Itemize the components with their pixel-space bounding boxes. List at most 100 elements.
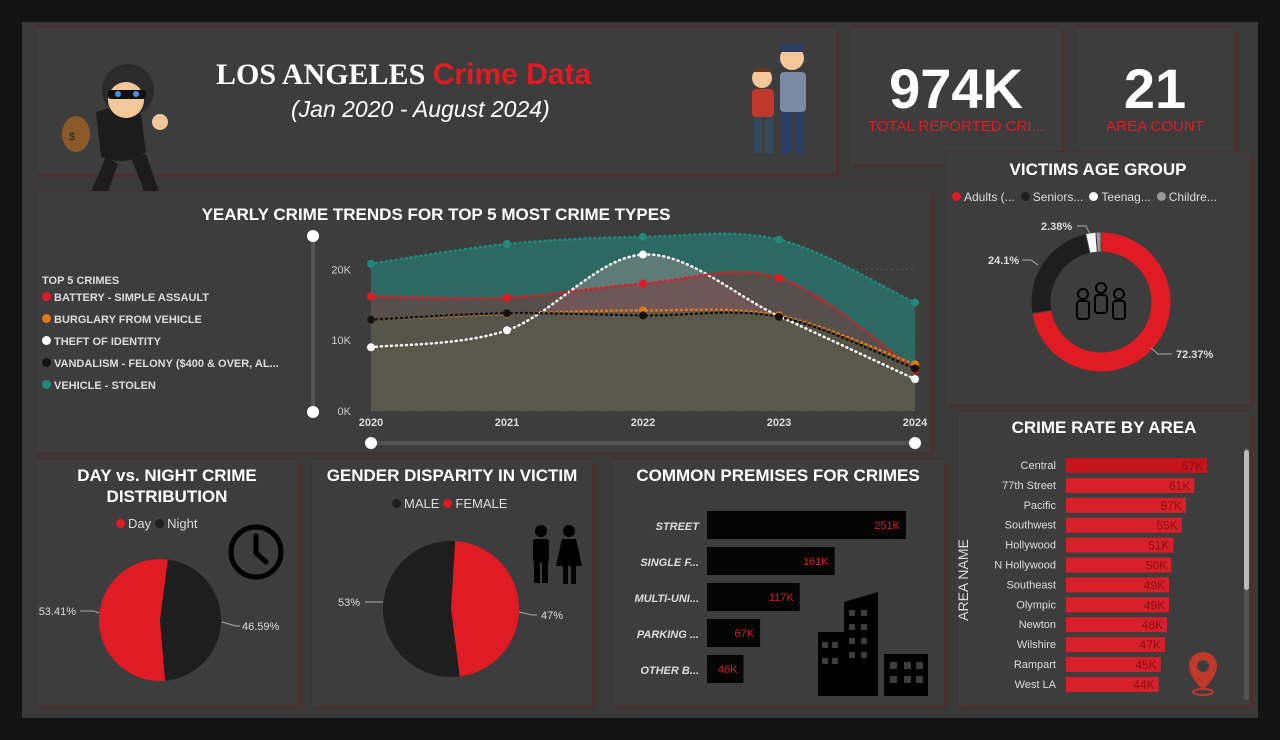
legend-dot-icon xyxy=(42,380,51,389)
legend-dot-icon xyxy=(1089,192,1099,201)
age-legend-item[interactable]: Adults (... xyxy=(952,190,1015,204)
age-legend: Adults (... Seniors... Teenag... Childre... xyxy=(952,190,1223,204)
area-bar-value: 49K xyxy=(1144,578,1165,592)
trend-legend-item[interactable]: VANDALISM - FELONY ($400 & OVER, AL... xyxy=(42,358,279,370)
top5-legend-title: TOP 5 CRIMES xyxy=(42,275,120,287)
legend-dot-icon xyxy=(1020,192,1030,201)
age-legend-item[interactable]: Childre... xyxy=(1156,190,1217,204)
area-category-label: Olympic xyxy=(1016,599,1056,611)
legend-label: VEHICLE - STOLEN xyxy=(54,380,156,392)
vertical-slider-handle-bottom[interactable] xyxy=(307,406,319,418)
premises-category-label: STREET xyxy=(656,521,701,533)
label-leader-line xyxy=(1150,347,1172,355)
area-bar xyxy=(1066,637,1165,653)
area-bar xyxy=(1066,676,1159,692)
premises-bar xyxy=(707,583,800,611)
area-bar xyxy=(1066,458,1207,473)
data-point xyxy=(367,292,375,301)
title-crime-data: Crime Data xyxy=(432,58,592,91)
premises-bar-value: 67K xyxy=(735,628,755,640)
area-category-label: Central xyxy=(1021,460,1056,472)
age-legend-item[interactable]: Seniors... xyxy=(1020,190,1084,204)
y-tick-label: 0K xyxy=(338,406,352,418)
data-point xyxy=(911,364,919,373)
area-category-label: Pacific xyxy=(1024,500,1057,512)
pie-slice xyxy=(451,541,519,677)
slice-label: 53.41% xyxy=(39,606,77,618)
data-point xyxy=(503,239,511,248)
person-body-shape xyxy=(1094,294,1108,314)
area-category-label: Southeast xyxy=(1006,579,1056,591)
y-tick-label: 20K xyxy=(331,264,351,276)
slice-label: 46.59% xyxy=(242,621,280,633)
gender-title: GENDER DISPARITY IN VICTIM xyxy=(326,466,578,485)
gender-legend-item[interactable]: MALE xyxy=(392,496,439,511)
data-point xyxy=(775,312,783,321)
area-bar xyxy=(1066,617,1168,633)
trend-legend-item[interactable]: THEFT OF IDENTITY xyxy=(42,336,279,348)
kpi-total-crimes-card: 974K TOTAL REPORTED CRI... xyxy=(850,28,1062,164)
data-point xyxy=(775,235,783,244)
day-night-title-line2: DISTRIBUTION xyxy=(106,487,228,506)
thief-illustration-icon: $ xyxy=(62,64,168,210)
person-head-shape xyxy=(1113,288,1125,300)
series-line xyxy=(369,270,917,372)
horizontal-slider-handle-left[interactable] xyxy=(365,437,377,449)
person-head-shape xyxy=(1077,288,1089,300)
kpi-area-count-label: AREA COUNT xyxy=(1106,118,1204,135)
area-bar-value: 48K xyxy=(1142,618,1163,632)
horizontal-slider-handle-right[interactable] xyxy=(909,437,921,449)
legend-label: FEMALE xyxy=(455,496,508,511)
premises-category-label: SINGLE F... xyxy=(640,557,699,569)
area-category-label: Hollywood xyxy=(1005,540,1056,552)
x-tick-label: 2020 xyxy=(359,417,383,429)
label-leader-line xyxy=(1077,225,1091,235)
dashboard-title: LOS ANGELES Crime Data xyxy=(216,58,591,92)
legend-label: Night xyxy=(167,516,198,531)
day-night-legend-item[interactable]: Night xyxy=(155,516,197,531)
premises-bar xyxy=(707,655,744,683)
legend-dot-icon xyxy=(952,192,961,201)
area-scrollbar-thumb[interactable] xyxy=(1244,450,1249,590)
yearly-trends-panel: YEARLY CRIME TRENDS FOR TOP 5 MOST CRIME… xyxy=(36,192,930,452)
premises-category-label: OTHER B... xyxy=(640,665,699,677)
area-bar-value: 47K xyxy=(1140,638,1161,652)
legend-dot-icon xyxy=(42,336,51,345)
legend-label: Teenag... xyxy=(1101,190,1151,204)
legend-dot-icon xyxy=(155,519,165,528)
legend-label: BURGLARY FROM VEHICLE xyxy=(54,314,202,326)
area-bar xyxy=(1066,477,1195,493)
victims-age-title: VICTIMS AGE GROUP xyxy=(1009,160,1187,179)
area-bar-value: 55K xyxy=(1156,519,1177,533)
area-bar-chart: Central 67K 77th Street 61K Pacific 57K Southw… xyxy=(994,458,1207,692)
trend-legend-item[interactable]: VEHICLE - STOLEN xyxy=(42,380,279,392)
area-bar xyxy=(1066,537,1174,553)
age-legend-item[interactable]: Teenag... xyxy=(1089,190,1151,204)
series-line xyxy=(369,232,917,304)
gender-legend: MALE FEMALE xyxy=(392,496,511,511)
slice-label: 24.1% xyxy=(988,255,1019,267)
gender-legend-item[interactable]: FEMALE xyxy=(443,496,507,511)
area-bar-value: 45K xyxy=(1135,658,1156,672)
data-point xyxy=(775,273,783,282)
legend-label: MALE xyxy=(404,496,440,511)
vertical-slider-handle-top[interactable] xyxy=(307,230,319,242)
area-bar-value: 50K xyxy=(1146,559,1167,573)
premises-bar-value: 46K xyxy=(718,664,738,676)
x-tick-label: 2021 xyxy=(495,417,519,429)
legend-label: Seniors... xyxy=(1032,190,1084,204)
area-scrollbar[interactable] xyxy=(1244,448,1249,700)
premises-bar xyxy=(707,619,761,647)
premises-panel: COMMON PREMISES FOR CRIMES STREET 251K SIN… xyxy=(612,460,944,706)
area-category-label: 77th Street xyxy=(1002,480,1056,492)
area-bar xyxy=(1066,657,1161,672)
premises-bar-value: 117K xyxy=(769,592,795,604)
day-night-legend-item[interactable]: Day xyxy=(116,516,151,531)
label-leader-line xyxy=(221,621,240,627)
trend-legend-item[interactable]: BURGLARY FROM VEHICLE xyxy=(42,314,279,326)
area-panel: CRIME RATE BY AREA AREA NAME Central 67K 7… xyxy=(955,412,1250,706)
area-category-label: Newton xyxy=(1019,619,1056,631)
data-point xyxy=(503,293,511,302)
premises-category-label: MULTI-UNI... xyxy=(634,593,699,605)
trend-legend-item[interactable]: BATTERY - SIMPLE ASSAULT xyxy=(42,292,279,304)
